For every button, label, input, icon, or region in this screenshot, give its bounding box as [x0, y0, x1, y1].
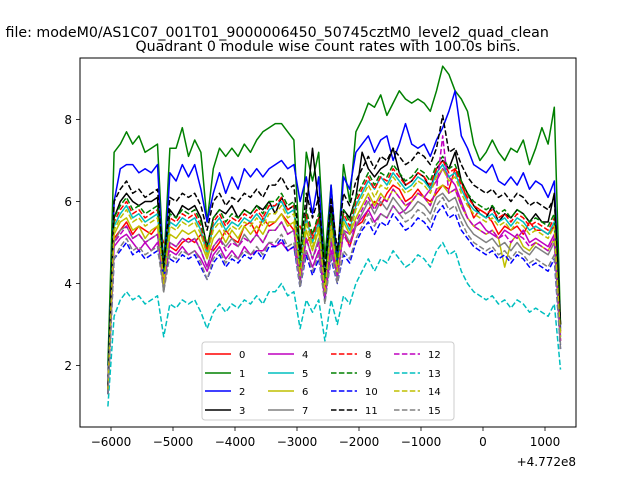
- y-tick-label: 2: [64, 359, 72, 373]
- chart-title: Quadrant 0 module wise count rates with …: [135, 39, 520, 55]
- y-axis: 2 4 6 8: [64, 113, 80, 373]
- x-tick-label: −4000: [215, 435, 256, 449]
- legend-label-3: 3: [239, 406, 245, 417]
- series-line-9: [107, 155, 562, 391]
- legend-label-6: 6: [302, 387, 308, 398]
- x-axis: −6000 −5000 −4000 −3000 −2000 −1000 0 1000: [91, 427, 561, 449]
- x-tick-label: −5000: [153, 435, 194, 449]
- legend-label-10: 10: [365, 387, 378, 398]
- series-line-11: [107, 114, 562, 387]
- legend-label-2: 2: [239, 387, 245, 398]
- y-tick-label: 6: [64, 195, 72, 209]
- series-line-13: [107, 241, 562, 407]
- x-tick-label: −3000: [277, 435, 318, 449]
- legend-label-0: 0: [239, 350, 245, 361]
- x-tick-label: −2000: [339, 435, 380, 449]
- series-layer: [107, 65, 562, 407]
- legend-label-14: 14: [428, 387, 441, 398]
- series-line-12: [107, 135, 562, 391]
- legend-frame: [201, 341, 455, 421]
- series-line-14: [107, 167, 562, 391]
- x-tick-label: −6000: [91, 435, 132, 449]
- legend-label-15: 15: [428, 406, 441, 417]
- legend-label-13: 13: [428, 369, 441, 380]
- x-tick-label: 1000: [530, 435, 561, 449]
- legend-label-7: 7: [302, 406, 308, 417]
- legend-label-8: 8: [365, 350, 371, 361]
- legend-label-4: 4: [302, 350, 308, 361]
- plot-frame: [79, 57, 577, 428]
- x-tick-label: −1000: [401, 435, 442, 449]
- x-tick-label: 0: [479, 435, 487, 449]
- y-tick-label: 4: [64, 277, 72, 291]
- y-tick-label: 8: [64, 113, 72, 127]
- legend-label-9: 9: [365, 369, 371, 380]
- legend-label-5: 5: [302, 369, 308, 380]
- legend-label-11: 11: [365, 406, 378, 417]
- figure-suptitle: n file: modeM0/AS1C07_001T01_9000006450_…: [0, 25, 549, 41]
- legend-label-1: 1: [239, 369, 245, 380]
- legend-label-12: 12: [428, 350, 441, 361]
- x-offset-label: +4.772e8: [517, 455, 576, 469]
- series-line-8: [107, 159, 562, 391]
